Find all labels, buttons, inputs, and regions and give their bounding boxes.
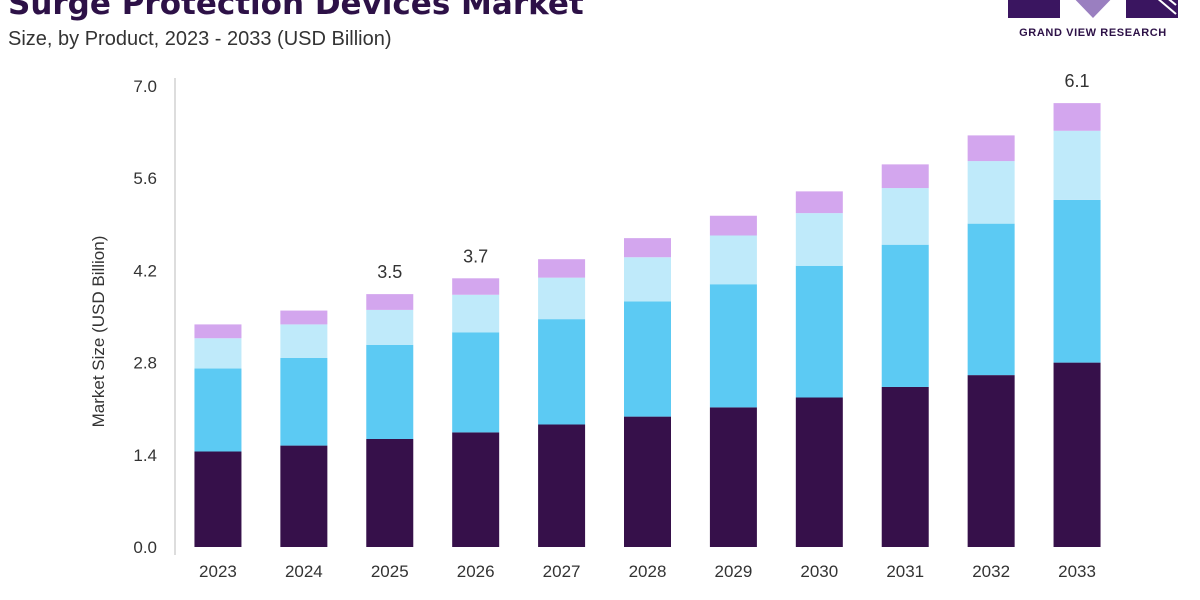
x-tick-label: 2029 — [714, 562, 752, 581]
bar-segment — [538, 259, 586, 278]
bar-total-label: 3.5 — [377, 262, 402, 282]
bar-segment — [1053, 130, 1101, 200]
chart-title: Surge Protection Devices Market — [8, 0, 584, 22]
bar-segment — [452, 432, 500, 547]
y-tick-label: 0.0 — [133, 538, 157, 557]
bar-segment — [366, 309, 414, 345]
bar-segment — [967, 161, 1015, 224]
x-tick-label: 2024 — [285, 562, 323, 581]
x-tick-label: 2032 — [972, 562, 1010, 581]
bar-total-label: 3.7 — [463, 246, 488, 266]
bar-segment — [280, 310, 328, 325]
bar-segment — [194, 451, 242, 547]
bar-segment — [967, 135, 1015, 162]
bar-segment — [881, 164, 929, 189]
bar-segment — [795, 397, 843, 547]
bar-segment — [1053, 362, 1101, 547]
bar-segment — [624, 301, 671, 417]
bar-segment — [538, 319, 586, 425]
y-tick-label: 5.6 — [133, 169, 157, 188]
bar-segment — [709, 235, 757, 285]
bar-segment — [452, 332, 500, 433]
bar-segment — [194, 338, 242, 369]
bar-segment — [366, 344, 414, 439]
bar-segment — [366, 294, 414, 310]
chart-subtitle: Size, by Product, 2023 - 2033 (USD Billi… — [8, 28, 392, 50]
bar-total-label: 6.1 — [1065, 71, 1090, 91]
bar-segment — [795, 213, 843, 266]
bar-segment — [538, 424, 586, 547]
bar-segment — [452, 294, 500, 333]
bar-segment — [280, 357, 328, 446]
bar-segment — [538, 277, 586, 320]
bar-segment — [452, 278, 500, 295]
x-tick-label: 2031 — [886, 562, 924, 581]
bar-segment — [280, 324, 328, 358]
bar-segment — [881, 386, 929, 547]
bar-segment — [624, 238, 671, 258]
bar-segment — [967, 223, 1015, 376]
x-tick-label: 2023 — [199, 562, 237, 581]
bar-segment — [1053, 199, 1101, 363]
y-tick-label: 4.2 — [133, 261, 157, 280]
bar-segment — [709, 407, 757, 547]
grand-view-research-logo-icon — [1000, 0, 1185, 40]
y-tick-label: 1.4 — [133, 446, 157, 465]
logo-text: GRAND VIEW RESEARCH — [1019, 27, 1167, 39]
bar-segment — [1053, 103, 1101, 131]
bar-segment — [709, 215, 757, 236]
y-axis-label: Market Size (USD Billion) — [89, 236, 108, 428]
bar-segment — [881, 244, 929, 387]
bar-segment — [194, 368, 242, 452]
x-tick-label: 2033 — [1058, 562, 1096, 581]
bar-segment — [624, 416, 671, 547]
y-tick-label: 7.0 — [133, 77, 157, 96]
bar-segment — [967, 375, 1015, 547]
bar-segment — [795, 265, 843, 398]
x-tick-label: 2027 — [543, 562, 581, 581]
x-tick-label: 2030 — [800, 562, 838, 581]
bar-segment — [280, 445, 328, 547]
x-tick-label: 2025 — [371, 562, 409, 581]
bar-segment — [366, 438, 414, 547]
bar-segment — [194, 324, 242, 339]
x-tick-label: 2028 — [629, 562, 667, 581]
y-tick-label: 2.8 — [133, 354, 157, 373]
bar-segment — [881, 188, 929, 245]
bar-segment — [709, 284, 757, 408]
x-tick-label: 2026 — [457, 562, 495, 581]
bar-segment — [795, 191, 843, 214]
bar-segment — [624, 257, 671, 302]
